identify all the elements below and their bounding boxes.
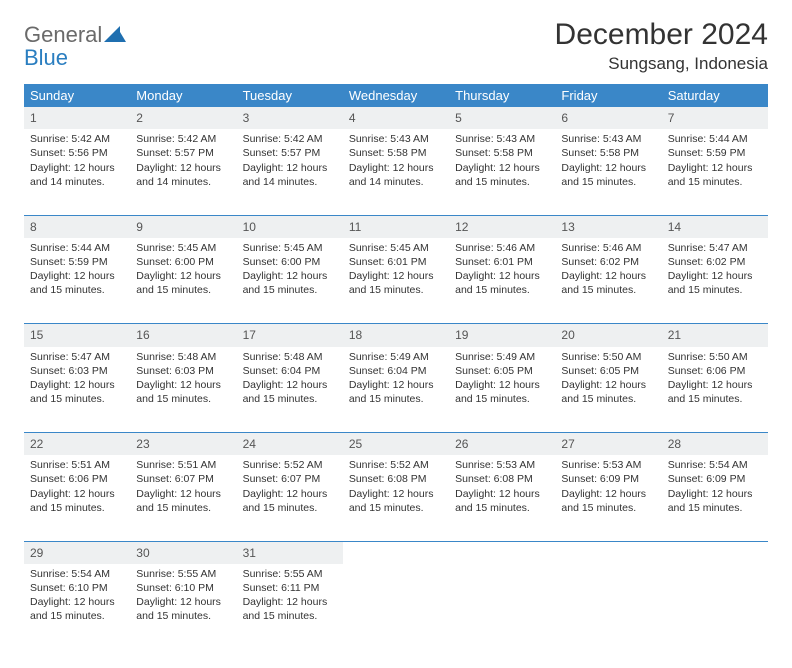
calendar-page: General Blue December 2024 Sungsang, Ind… bbox=[0, 0, 792, 668]
location: Sungsang, Indonesia bbox=[555, 54, 768, 74]
day-number-cell: 4 bbox=[343, 107, 449, 129]
day-number-cell: 12 bbox=[449, 215, 555, 238]
day-number-cell: 23 bbox=[130, 433, 236, 456]
day-number-cell: 9 bbox=[130, 215, 236, 238]
day-number-cell: 5 bbox=[449, 107, 555, 129]
day-cell: Sunrise: 5:44 AMSunset: 5:59 PMDaylight:… bbox=[662, 129, 768, 215]
weekday-header: Thursday bbox=[449, 84, 555, 107]
day-cell: Sunrise: 5:42 AMSunset: 5:57 PMDaylight:… bbox=[237, 129, 343, 215]
day-number-cell: 2 bbox=[130, 107, 236, 129]
day-cell: Sunrise: 5:48 AMSunset: 6:04 PMDaylight:… bbox=[237, 347, 343, 433]
day-cell: Sunrise: 5:43 AMSunset: 5:58 PMDaylight:… bbox=[343, 129, 449, 215]
day-cell bbox=[343, 564, 449, 650]
day-number-cell: 8 bbox=[24, 215, 130, 238]
weekday-header: Tuesday bbox=[237, 84, 343, 107]
day-cell: Sunrise: 5:50 AMSunset: 6:05 PMDaylight:… bbox=[555, 347, 661, 433]
day-number-cell: 19 bbox=[449, 324, 555, 347]
day-cell: Sunrise: 5:53 AMSunset: 6:09 PMDaylight:… bbox=[555, 455, 661, 541]
day-number-cell bbox=[555, 541, 661, 564]
weekday-header: Saturday bbox=[662, 84, 768, 107]
header: General Blue December 2024 Sungsang, Ind… bbox=[24, 18, 768, 74]
weekday-header: Wednesday bbox=[343, 84, 449, 107]
day-cell: Sunrise: 5:45 AMSunset: 6:00 PMDaylight:… bbox=[237, 238, 343, 324]
day-cell: Sunrise: 5:55 AMSunset: 6:11 PMDaylight:… bbox=[237, 564, 343, 650]
weekday-header: Friday bbox=[555, 84, 661, 107]
day-cell: Sunrise: 5:54 AMSunset: 6:09 PMDaylight:… bbox=[662, 455, 768, 541]
day-number-cell: 21 bbox=[662, 324, 768, 347]
day-cell: Sunrise: 5:46 AMSunset: 6:01 PMDaylight:… bbox=[449, 238, 555, 324]
day-number-cell: 31 bbox=[237, 541, 343, 564]
day-number-cell: 29 bbox=[24, 541, 130, 564]
day-cell: Sunrise: 5:55 AMSunset: 6:10 PMDaylight:… bbox=[130, 564, 236, 650]
day-number-cell: 27 bbox=[555, 433, 661, 456]
day-number-cell: 10 bbox=[237, 215, 343, 238]
day-number-cell: 26 bbox=[449, 433, 555, 456]
day-cell: Sunrise: 5:52 AMSunset: 6:08 PMDaylight:… bbox=[343, 455, 449, 541]
day-cell: Sunrise: 5:49 AMSunset: 6:05 PMDaylight:… bbox=[449, 347, 555, 433]
title-block: December 2024 Sungsang, Indonesia bbox=[555, 18, 768, 74]
month-title: December 2024 bbox=[555, 18, 768, 52]
day-number-cell bbox=[449, 541, 555, 564]
day-cell: Sunrise: 5:50 AMSunset: 6:06 PMDaylight:… bbox=[662, 347, 768, 433]
logo-text-gray: General bbox=[24, 22, 102, 47]
day-number-cell bbox=[662, 541, 768, 564]
day-number-cell: 7 bbox=[662, 107, 768, 129]
day-number-cell: 18 bbox=[343, 324, 449, 347]
day-number-cell: 24 bbox=[237, 433, 343, 456]
day-cell: Sunrise: 5:42 AMSunset: 5:56 PMDaylight:… bbox=[24, 129, 130, 215]
day-cell: Sunrise: 5:43 AMSunset: 5:58 PMDaylight:… bbox=[555, 129, 661, 215]
day-cell: Sunrise: 5:47 AMSunset: 6:02 PMDaylight:… bbox=[662, 238, 768, 324]
day-cell: Sunrise: 5:51 AMSunset: 6:07 PMDaylight:… bbox=[130, 455, 236, 541]
day-cell: Sunrise: 5:51 AMSunset: 6:06 PMDaylight:… bbox=[24, 455, 130, 541]
day-number-cell: 25 bbox=[343, 433, 449, 456]
day-cell: Sunrise: 5:44 AMSunset: 5:59 PMDaylight:… bbox=[24, 238, 130, 324]
day-cell: Sunrise: 5:43 AMSunset: 5:58 PMDaylight:… bbox=[449, 129, 555, 215]
day-number-cell: 17 bbox=[237, 324, 343, 347]
day-cell: Sunrise: 5:46 AMSunset: 6:02 PMDaylight:… bbox=[555, 238, 661, 324]
day-number-cell: 16 bbox=[130, 324, 236, 347]
day-number-cell bbox=[343, 541, 449, 564]
calendar-head: SundayMondayTuesdayWednesdayThursdayFrid… bbox=[24, 84, 768, 107]
day-number-cell: 1 bbox=[24, 107, 130, 129]
calendar-table: SundayMondayTuesdayWednesdayThursdayFrid… bbox=[24, 84, 768, 650]
day-number-cell: 22 bbox=[24, 433, 130, 456]
day-cell: Sunrise: 5:53 AMSunset: 6:08 PMDaylight:… bbox=[449, 455, 555, 541]
calendar-body: 1234567Sunrise: 5:42 AMSunset: 5:56 PMDa… bbox=[24, 107, 768, 650]
day-number-cell: 30 bbox=[130, 541, 236, 564]
day-cell: Sunrise: 5:49 AMSunset: 6:04 PMDaylight:… bbox=[343, 347, 449, 433]
weekday-header: Monday bbox=[130, 84, 236, 107]
day-cell bbox=[555, 564, 661, 650]
day-cell: Sunrise: 5:52 AMSunset: 6:07 PMDaylight:… bbox=[237, 455, 343, 541]
day-cell: Sunrise: 5:45 AMSunset: 6:00 PMDaylight:… bbox=[130, 238, 236, 324]
day-cell: Sunrise: 5:48 AMSunset: 6:03 PMDaylight:… bbox=[130, 347, 236, 433]
logo: General Blue bbox=[24, 18, 126, 70]
day-cell: Sunrise: 5:42 AMSunset: 5:57 PMDaylight:… bbox=[130, 129, 236, 215]
day-cell bbox=[662, 564, 768, 650]
day-number-cell: 20 bbox=[555, 324, 661, 347]
logo-text-blue: Blue bbox=[24, 45, 68, 70]
weekday-header: Sunday bbox=[24, 84, 130, 107]
day-number-cell: 6 bbox=[555, 107, 661, 129]
day-number-cell: 14 bbox=[662, 215, 768, 238]
logo-sail-icon bbox=[104, 26, 126, 47]
day-cell bbox=[449, 564, 555, 650]
day-number-cell: 15 bbox=[24, 324, 130, 347]
day-number-cell: 11 bbox=[343, 215, 449, 238]
day-cell: Sunrise: 5:45 AMSunset: 6:01 PMDaylight:… bbox=[343, 238, 449, 324]
day-number-cell: 13 bbox=[555, 215, 661, 238]
day-cell: Sunrise: 5:54 AMSunset: 6:10 PMDaylight:… bbox=[24, 564, 130, 650]
day-number-cell: 28 bbox=[662, 433, 768, 456]
day-number-cell: 3 bbox=[237, 107, 343, 129]
day-cell: Sunrise: 5:47 AMSunset: 6:03 PMDaylight:… bbox=[24, 347, 130, 433]
